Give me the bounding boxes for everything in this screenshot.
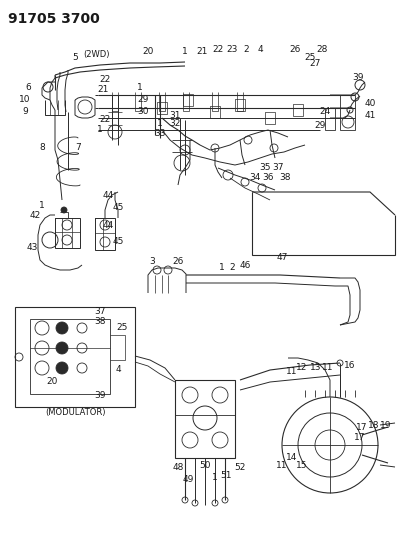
Text: 26: 26	[289, 45, 301, 54]
Text: 11: 11	[276, 461, 288, 470]
Text: 36: 36	[262, 174, 274, 182]
Text: 29: 29	[137, 95, 149, 104]
Text: 32: 32	[169, 119, 181, 128]
Text: 21: 21	[97, 85, 109, 94]
Text: 33: 33	[154, 128, 166, 138]
Text: 25: 25	[304, 52, 316, 61]
Text: 18: 18	[368, 421, 380, 430]
Text: 9: 9	[22, 108, 28, 117]
Text: 12: 12	[296, 362, 308, 372]
Text: 35: 35	[259, 164, 271, 173]
Text: 44: 44	[103, 221, 114, 230]
Text: 20: 20	[142, 47, 154, 56]
Text: 38: 38	[279, 174, 291, 182]
Text: 28: 28	[316, 45, 328, 54]
Text: 49: 49	[182, 475, 194, 484]
Text: 2: 2	[229, 263, 235, 272]
Text: 29: 29	[314, 120, 326, 130]
Text: 6: 6	[25, 84, 31, 93]
Text: 19: 19	[380, 421, 392, 430]
Text: 17: 17	[354, 433, 366, 442]
Text: 1: 1	[212, 473, 218, 482]
Text: 47: 47	[277, 254, 288, 262]
Text: 1: 1	[97, 125, 103, 134]
Text: 22: 22	[99, 76, 111, 85]
Text: 27: 27	[309, 60, 321, 69]
Text: 3: 3	[149, 257, 155, 266]
Text: 24: 24	[319, 108, 331, 117]
Text: 10: 10	[19, 95, 31, 104]
Text: 34: 34	[249, 174, 261, 182]
Text: 16: 16	[344, 360, 356, 369]
Text: 7: 7	[75, 143, 81, 152]
Text: 20: 20	[46, 377, 58, 386]
Text: 14: 14	[286, 454, 298, 463]
Circle shape	[56, 362, 68, 374]
Text: 41: 41	[364, 110, 376, 119]
Text: 43: 43	[26, 244, 38, 253]
Text: 45: 45	[112, 238, 124, 246]
Text: 25: 25	[117, 324, 128, 333]
Text: 11: 11	[322, 362, 334, 372]
Text: 30: 30	[137, 108, 149, 117]
Text: 39: 39	[352, 74, 364, 83]
Text: 1: 1	[157, 119, 163, 128]
Text: 31: 31	[169, 110, 181, 119]
Text: 52: 52	[234, 464, 246, 472]
Bar	[15, 307, 135, 407]
Text: 13: 13	[310, 362, 322, 372]
Text: 91705 3700: 91705 3700	[8, 12, 100, 26]
Text: 22: 22	[99, 116, 111, 125]
Text: 44: 44	[103, 190, 114, 199]
Bar	[30, 319, 110, 394]
Text: 21: 21	[196, 47, 208, 56]
Text: 37: 37	[94, 308, 106, 317]
Text: 37: 37	[272, 164, 284, 173]
Text: 1: 1	[219, 263, 225, 272]
Text: 40: 40	[364, 100, 376, 109]
Text: 5: 5	[72, 53, 78, 62]
Text: 26: 26	[172, 257, 184, 266]
Text: 50: 50	[199, 461, 211, 470]
Text: 38: 38	[94, 318, 106, 327]
Text: 1: 1	[182, 47, 188, 56]
Text: 11: 11	[286, 367, 298, 376]
Text: 45: 45	[112, 203, 124, 212]
Text: 2: 2	[243, 45, 249, 54]
Circle shape	[56, 342, 68, 354]
Text: 1: 1	[39, 200, 45, 209]
Text: (MODULATOR): (MODULATOR)	[45, 408, 105, 417]
Text: 17: 17	[356, 424, 368, 432]
Circle shape	[56, 322, 68, 334]
Text: 51: 51	[220, 471, 232, 480]
Text: 42: 42	[30, 211, 41, 220]
Text: 22: 22	[212, 45, 223, 54]
Circle shape	[61, 207, 67, 213]
Text: 46: 46	[239, 261, 251, 270]
Text: 39: 39	[94, 391, 106, 400]
Text: 23: 23	[226, 45, 238, 54]
Text: 15: 15	[296, 461, 308, 470]
Text: 4: 4	[257, 45, 263, 54]
Text: 8: 8	[39, 143, 45, 152]
Text: 48: 48	[172, 464, 184, 472]
Text: 1: 1	[137, 84, 143, 93]
Text: (2WD): (2WD)	[84, 51, 110, 60]
Text: 4: 4	[115, 366, 121, 375]
